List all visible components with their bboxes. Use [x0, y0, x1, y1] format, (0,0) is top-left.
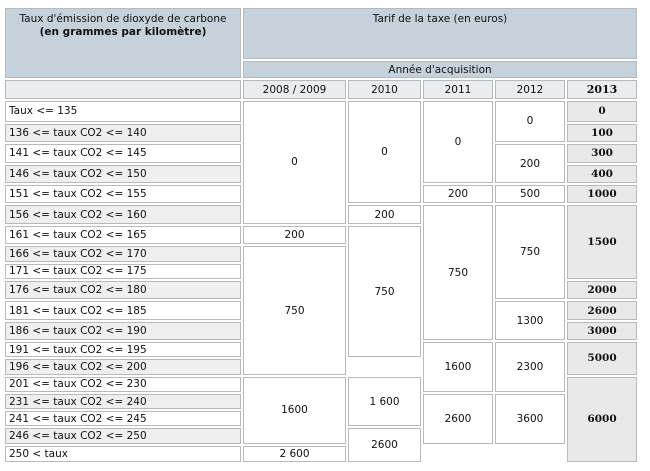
tariff-cell-2013: 1500	[567, 205, 638, 279]
header-year-2008-2009: 2008 / 2009	[243, 80, 346, 99]
table-row-label: 196 <= taux CO2 <= 200	[5, 359, 241, 375]
tariff-cell: 750	[423, 205, 493, 341]
tariff-cell-2013: 0	[567, 100, 638, 122]
tariff-cell: 2300	[495, 342, 565, 392]
tariff-cell-2013: 6000	[567, 376, 638, 462]
tariff-cell-2013: 2000	[567, 280, 638, 300]
table-row-label: 151 <= taux CO2 <= 155	[5, 184, 241, 204]
table-row-label: 246 <= taux CO2 <= 250	[5, 428, 241, 444]
tariff-cell: 200	[243, 225, 346, 245]
table-row-label: 156 <= taux CO2 <= 160	[5, 205, 241, 224]
header-acquisition-year: Année d'acquisition	[243, 61, 638, 79]
tariff-cell-2013: 2600	[567, 301, 638, 320]
header-year-2012: 2012	[495, 80, 565, 99]
header-tariff-title: Tarif de la taxe (en euros)	[243, 8, 638, 60]
table-row-label: 136 <= taux CO2 <= 140	[5, 123, 241, 143]
table-row-label: 231 <= taux CO2 <= 240	[5, 393, 241, 410]
table-row-label: 176 <= taux CO2 <= 180	[5, 280, 241, 300]
tariff-cell: 2600	[423, 393, 493, 444]
header-rate-title: Taux d'émission de dioxyde de carbone	[19, 13, 227, 25]
tariff-cell: 1 600	[348, 376, 421, 427]
table-row-label: 241 <= taux CO2 <= 245	[5, 411, 241, 427]
tariff-cell: 200	[495, 144, 565, 183]
tariff-cell: 1600	[243, 376, 346, 444]
table-row-label: 201 <= taux CO2 <= 230	[5, 376, 241, 392]
header-year-2010: 2010	[348, 80, 421, 99]
tariff-cell-2013: 300	[567, 144, 638, 163]
tariff-cell: 2600	[348, 428, 421, 462]
tariff-cell: 2 600	[243, 445, 346, 462]
tariff-cell: 750	[243, 246, 346, 375]
header-year-2011: 2011	[423, 80, 493, 99]
table-row-label: 141 <= taux CO2 <= 145	[5, 144, 241, 163]
tariff-cell: 0	[423, 100, 493, 183]
tariff-cell: 3600	[495, 393, 565, 444]
tariff-cell: 200	[423, 184, 493, 204]
tariff-cell: 1300	[495, 301, 565, 341]
table-row-label: 146 <= taux CO2 <= 150	[5, 164, 241, 183]
tariff-cell: 750	[495, 205, 565, 300]
table-row-label: 186 <= taux CO2 <= 190	[5, 321, 241, 341]
tariff-cell-2013: 5000	[567, 342, 638, 375]
tariff-cell-2013: 400	[567, 164, 638, 183]
table-row-label: 171 <= taux CO2 <= 175	[5, 263, 241, 279]
table-row-label: 161 <= taux CO2 <= 165	[5, 225, 241, 245]
tariff-cell: 750	[348, 225, 421, 358]
tariff-cell: 200	[348, 205, 421, 224]
tariff-cell: 0	[243, 100, 346, 224]
header-rate-unit: (en grammes par kilomètre)	[39, 26, 207, 38]
table-row-label: 166 <= taux CO2 <= 170	[5, 246, 241, 262]
table-row-label: Taux <= 135	[5, 100, 241, 122]
header-rate: Taux d'émission de dioxyde de carbone (e…	[5, 8, 241, 79]
header-year-2013: 2013	[567, 80, 638, 99]
tariff-cell: 1600	[423, 342, 493, 392]
tariff-cell: 0	[348, 100, 421, 204]
tariff-cell: 0	[495, 100, 565, 143]
table-row-label: 181 <= taux CO2 <= 185	[5, 301, 241, 320]
tariff-cell-2013: 3000	[567, 321, 638, 341]
co2-tax-table: Taux d'émission de dioxyde de carbone (e…	[3, 6, 639, 464]
header-blank	[5, 80, 241, 99]
tariff-cell-2013: 100	[567, 123, 638, 143]
table-row-label: 250 < taux	[5, 445, 241, 462]
table-row-label: 191 <= taux CO2 <= 195	[5, 342, 241, 358]
tariff-cell-2013: 1000	[567, 184, 638, 204]
tariff-cell: 500	[495, 184, 565, 204]
